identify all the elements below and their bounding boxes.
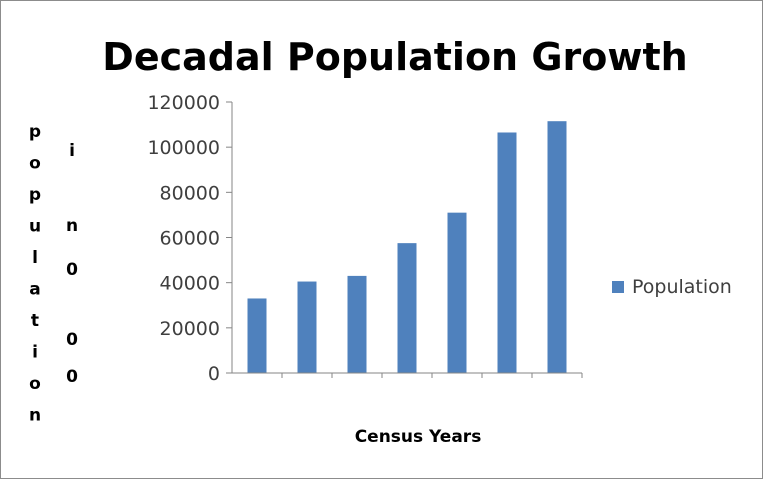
y-axis-ticks: 0 20000 40000 60000 80000 100000 120000 <box>147 92 232 385</box>
bar <box>297 281 317 373</box>
x-axis-title: Census Years <box>355 427 482 447</box>
y-axis-title-letter: u <box>29 217 41 237</box>
y-tick-label: 60000 <box>160 228 220 250</box>
y-axis-title-letter: n <box>66 216 78 236</box>
bar <box>397 243 417 373</box>
y-axis-title-letter: o <box>29 154 41 174</box>
y-axis-title-letter: n <box>29 406 41 426</box>
y-axis-title-letter: p <box>29 185 41 205</box>
bars <box>247 121 583 378</box>
y-axis-title-letter: 0 <box>66 260 78 280</box>
bar <box>547 121 567 373</box>
legend-label: Population <box>632 276 732 298</box>
y-axis-title-letter: a <box>29 280 40 300</box>
y-tick-label: 120000 <box>147 92 220 114</box>
y-tick-label: 100000 <box>147 137 220 159</box>
y-axis-title-letter: o <box>29 374 41 394</box>
bar <box>247 298 267 373</box>
bar <box>497 132 517 373</box>
y-tick-label: 80000 <box>160 182 220 204</box>
bar <box>447 212 467 373</box>
legend-swatch <box>612 281 624 293</box>
y-axis-title-part2: i n 0 0 0 <box>66 141 78 387</box>
bar <box>347 275 367 373</box>
y-axis-title-letter: l <box>32 248 38 268</box>
y-axis-title-letter: i <box>32 343 38 363</box>
y-axis-title-letter: t <box>31 311 39 331</box>
y-axis-title-letter: 0 <box>66 330 78 350</box>
legend: Population <box>612 276 732 298</box>
y-tick-label: 40000 <box>160 273 220 295</box>
y-tick-label: 0 <box>208 363 220 385</box>
chart-title: Decadal Population Growth <box>102 35 687 79</box>
y-axis-title-letter: 0 <box>66 367 78 387</box>
y-axis-title-letter: p <box>29 122 41 142</box>
y-axis-title-letter: i <box>69 141 75 161</box>
y-tick-label: 20000 <box>160 318 220 340</box>
